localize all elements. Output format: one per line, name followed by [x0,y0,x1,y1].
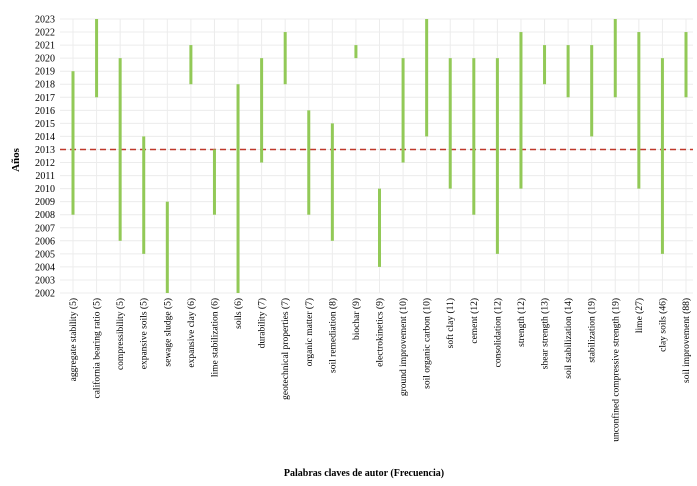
range-bars [71,19,688,293]
x-axis-label: Palabras claves de autor (Frecuencia) [284,468,444,479]
x-tick-label: biochar (9) [351,298,362,340]
range-bar [236,84,240,293]
range-bar [378,188,381,267]
y-tick-label: 2017 [35,93,55,104]
x-tick-label: clay soils (46) [657,298,668,352]
range-bar [495,58,499,254]
range-bar [165,201,169,293]
x-tick-label: consolidation (12) [492,298,503,367]
y-axis-label: Años [10,147,22,172]
x-tick-label: soil improvement (88) [681,298,692,383]
grid-layer [60,18,693,294]
x-tick-label: soft clay (11) [445,298,456,348]
x-tick-label: compressibility (5) [115,298,126,370]
y-tick-label: 2023 [35,15,55,26]
x-tick-label: lime stabilization (6) [209,298,220,377]
y-tick-label: 2022 [35,28,55,39]
y-tick-label: 2008 [35,210,55,221]
y-tick-label: 2016 [35,106,55,117]
x-tick-label: durability (7) [257,298,268,348]
x-tick-label: soil stabilization (14) [563,298,574,379]
range-bar [519,32,523,189]
range-bar [566,45,570,98]
x-tick-label: expansive clay (6) [186,298,197,368]
range-bar [660,58,664,254]
range-bar [613,19,617,98]
x-tick-label: sewage sludge (5) [162,298,173,367]
range-bar [71,71,75,215]
x-tick-label: ground improvement (10) [398,298,409,396]
range-bar [283,32,287,85]
y-tick-label: 2003 [35,275,55,286]
x-tick-label: aggregate stability (5) [68,298,79,381]
y-axis-ticks: 2002 2003 2004 2005 2006 2007 2008 2009 2010 2011… [35,15,55,300]
y-tick-label: 2013 [35,145,55,156]
range-bar [307,110,311,215]
x-tick-label: california bearing ratio (5) [92,298,103,399]
y-tick-label: 2015 [35,119,55,130]
x-axis-ticks: aggregate stability (5) california bearin… [68,298,692,442]
y-tick-label: 2005 [35,249,55,260]
x-tick-label: cement (12) [469,298,480,344]
range-bar [330,123,334,241]
range-bar [637,32,641,189]
y-tick-label: 2002 [35,289,55,300]
y-tick-label: 2006 [35,236,55,247]
range-bar [142,136,146,254]
range-bar [189,45,193,85]
range-bar [684,32,688,98]
range-bar [95,19,99,98]
y-tick-label: 2012 [35,158,55,169]
x-tick-label: unconfined compressive strength (19) [610,298,621,442]
x-tick-label: soil organic carbon (10) [422,298,433,389]
y-tick-label: 2014 [35,132,55,143]
x-tick-label: expansive soils (5) [139,298,150,369]
range-bar [472,58,476,215]
x-tick-label: stabilization (19) [587,298,598,363]
range-bar [401,58,405,163]
x-tick-label: soils (6) [233,298,244,329]
y-tick-label: 2021 [35,41,55,52]
x-tick-label: strength (12) [516,298,527,347]
y-tick-label: 2004 [35,262,55,273]
y-tick-label: 2011 [35,171,55,182]
x-tick-label: soil remediation (8) [327,298,338,373]
range-bar [543,45,547,85]
x-tick-label: shear strength (13) [540,298,551,369]
x-tick-label: electrokinetics (9) [375,298,386,367]
y-tick-label: 2019 [35,67,55,78]
range-bar [354,45,358,59]
y-tick-label: 2010 [35,184,55,195]
x-tick-label: lime (27) [634,298,645,333]
range-bar [448,58,452,189]
y-tick-label: 2018 [35,80,55,91]
y-tick-label: 2020 [35,54,55,65]
y-tick-label: 2009 [35,197,55,208]
x-tick-label: organic matter (7) [304,298,315,366]
range-bar [425,19,429,137]
x-tick-label: geotechnical properties (7) [280,298,291,400]
range-bar [260,58,264,163]
range-bar [212,149,216,215]
range-bar [590,45,594,137]
range-bar [118,58,122,241]
y-tick-label: 2007 [35,223,55,234]
